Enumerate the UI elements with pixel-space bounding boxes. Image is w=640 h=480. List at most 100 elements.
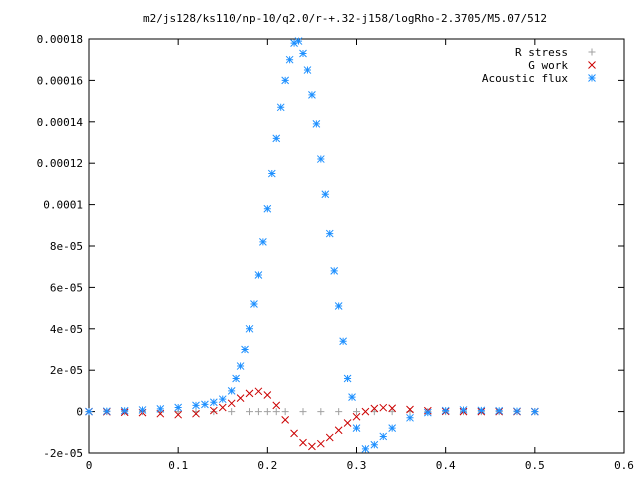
data-point	[388, 404, 397, 413]
data-point	[245, 389, 254, 398]
data-point	[299, 408, 307, 416]
data-point	[370, 404, 379, 413]
data-point	[250, 300, 258, 308]
data-point	[325, 229, 334, 238]
data-point	[388, 408, 396, 416]
data-point	[85, 407, 93, 416]
data-point	[406, 405, 414, 414]
data-point	[241, 345, 249, 354]
data-point	[299, 438, 307, 447]
data-point	[352, 412, 361, 421]
data-point	[334, 426, 343, 435]
data-point	[388, 424, 397, 433]
data-point	[379, 432, 388, 441]
data-point	[236, 394, 245, 402]
data-point	[263, 204, 272, 213]
data-point	[201, 400, 209, 409]
y-tick-label: 0.0001	[43, 199, 83, 212]
y-tick-label: 0.00018	[37, 33, 83, 46]
data-point	[339, 337, 347, 346]
data-point	[325, 433, 334, 442]
y-tick-label: 4e-05	[50, 323, 83, 336]
data-point	[245, 324, 254, 333]
data-point	[361, 407, 370, 416]
data-point	[267, 169, 276, 178]
legend-marker	[588, 48, 596, 56]
series-g-work	[85, 387, 539, 451]
data-point	[495, 406, 504, 415]
chart-title: m2/js128/ks110/np-10/q2.0/r-+.32-j158/lo…	[143, 12, 547, 25]
y-tick-label: 2e-05	[50, 364, 83, 377]
data-point	[308, 91, 316, 99]
data-point	[272, 401, 281, 410]
data-point	[303, 66, 312, 74]
data-point	[477, 406, 486, 415]
data-point	[299, 49, 307, 58]
data-point	[263, 408, 271, 416]
data-point	[272, 408, 280, 416]
data-point	[317, 408, 325, 416]
data-marks	[85, 37, 539, 453]
data-point	[530, 407, 539, 416]
series-acoustic-flux	[85, 37, 539, 453]
data-point	[330, 266, 339, 275]
x-tick-label: 0.6	[614, 459, 634, 472]
data-point	[228, 408, 236, 416]
data-point	[232, 374, 240, 383]
x-tick-label: 0.2	[257, 459, 277, 472]
data-point	[312, 120, 321, 128]
data-point	[459, 406, 468, 414]
data-point	[246, 408, 253, 416]
axes: -2e-0502e-054e-056e-058e-050.00010.00012…	[37, 33, 634, 472]
legend-label: R stress	[515, 46, 568, 59]
data-point	[281, 416, 290, 424]
x-tick-label: 0.1	[168, 459, 188, 472]
data-point	[192, 409, 200, 418]
data-point	[352, 424, 361, 433]
data-point	[281, 408, 289, 416]
y-tick-label: 0	[76, 406, 83, 419]
data-point	[285, 55, 294, 64]
y-tick-label: 6e-05	[50, 281, 83, 294]
data-point	[227, 399, 236, 408]
data-point	[379, 403, 388, 412]
data-point	[272, 134, 281, 143]
x-tick-label: 0	[86, 459, 93, 472]
data-point	[441, 406, 450, 415]
data-point	[259, 238, 267, 246]
data-point	[210, 408, 218, 416]
data-point	[348, 393, 356, 401]
data-point	[281, 76, 290, 85]
data-point	[290, 429, 298, 438]
data-point	[209, 406, 218, 415]
data-point	[423, 408, 432, 417]
data-point	[343, 374, 352, 383]
data-point	[406, 413, 414, 422]
data-point	[294, 37, 303, 45]
data-point	[308, 442, 316, 451]
data-point	[174, 410, 183, 419]
data-point	[227, 387, 236, 395]
data-point	[174, 403, 183, 412]
data-point	[361, 445, 370, 453]
legend-label: Acoustic flux	[482, 72, 568, 85]
y-tick-label: 8e-05	[50, 240, 83, 253]
data-point	[254, 387, 263, 396]
data-point	[321, 190, 330, 199]
data-point	[254, 408, 262, 416]
legend-label: G work	[528, 59, 568, 72]
data-point	[343, 419, 352, 427]
data-point	[209, 398, 218, 407]
x-tick-label: 0.3	[347, 459, 367, 472]
data-point	[192, 401, 200, 410]
data-point	[156, 405, 165, 413]
data-point	[102, 407, 111, 416]
y-tick-label: 0.00012	[37, 157, 83, 170]
legend-marker	[588, 74, 596, 82]
data-point	[370, 408, 378, 416]
y-tick-label: -2e-05	[43, 447, 83, 460]
x-tick-label: 0.5	[525, 459, 545, 472]
data-point	[370, 440, 379, 449]
